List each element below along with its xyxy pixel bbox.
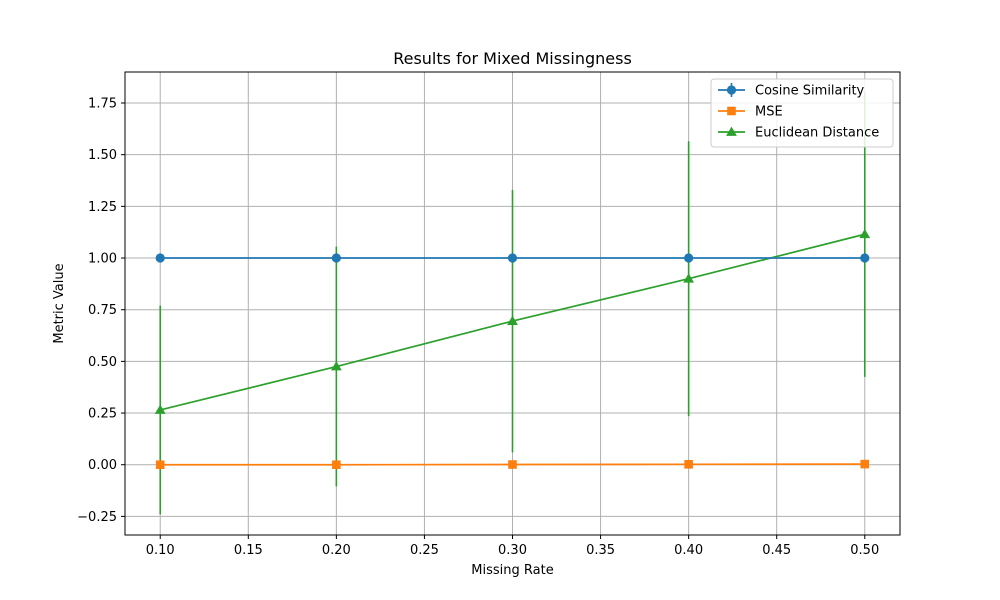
y-tick-label: 1.25: [88, 200, 117, 215]
legend-marker: [726, 126, 737, 136]
x-tick-label: 0.50: [850, 543, 879, 558]
y-tick-label: 0.75: [88, 303, 117, 318]
series-mse: [155, 459, 870, 470]
legend: Cosine Similarity MSE Euclidean Distance: [710, 78, 894, 148]
euclidean-distance-point: [154, 404, 166, 414]
x-tick-label: 0.10: [146, 543, 175, 558]
y-tick-label: 0.00: [88, 458, 117, 473]
mse-point: [508, 460, 517, 469]
y-tick-label: 1.00: [88, 252, 117, 267]
euclidean-distance-point: [330, 361, 342, 371]
legend-label: MSE: [755, 105, 783, 120]
y-tick-label: 0.25: [88, 407, 117, 422]
x-tick-label: 0.20: [322, 543, 351, 558]
euclidean-distance-point: [507, 315, 518, 325]
legend-marker: [727, 106, 736, 116]
mse-point: [860, 459, 870, 469]
legend-item-euclidean-distance: Euclidean Distance: [718, 126, 879, 141]
x-axis-title: Missing Rate: [471, 563, 553, 578]
cosine-similarity-point: [331, 253, 341, 263]
x-tick-label: 0.30: [498, 543, 527, 558]
euclidean-distance-point: [683, 273, 695, 283]
x-tick-label: 0.25: [410, 543, 439, 558]
mse-point: [332, 460, 341, 470]
ticks: 0.10 0.15 0.20 0.25 0.30 0.35 0.40 0.45 0.50 −0.2…: [77, 97, 879, 558]
mse-point: [684, 460, 693, 469]
x-tick-label: 0.35: [586, 543, 615, 558]
legend-item-mse: MSE: [718, 105, 783, 120]
legend-label: Cosine Similarity: [755, 84, 865, 99]
x-tick-label: 0.40: [674, 543, 703, 558]
euclidean-distance-point: [859, 228, 871, 239]
legend-label: Euclidean Distance: [755, 126, 879, 141]
y-axis-title: Metric Value: [52, 263, 67, 343]
legend-item-cosine-similarity: Cosine Similarity: [718, 83, 865, 99]
y-tick-label: −0.25: [77, 510, 117, 525]
series-cosine-similarity: [155, 253, 870, 263]
cosine-similarity-point: [507, 253, 518, 263]
chart-title: Results for Mixed Missingness: [393, 49, 632, 68]
y-tick-label: 1.50: [88, 148, 117, 163]
x-tick-label: 0.15: [234, 543, 263, 558]
cosine-similarity-point: [860, 253, 870, 263]
legend-box: [710, 78, 894, 148]
cosine-similarity-point: [684, 253, 694, 263]
y-tick-label: 1.75: [88, 97, 117, 112]
mse-point: [155, 460, 165, 470]
x-tick-label: 0.45: [762, 543, 791, 558]
y-tick-label: 0.50: [88, 355, 117, 370]
legend-marker: [726, 85, 737, 95]
cosine-similarity-point: [155, 253, 165, 263]
